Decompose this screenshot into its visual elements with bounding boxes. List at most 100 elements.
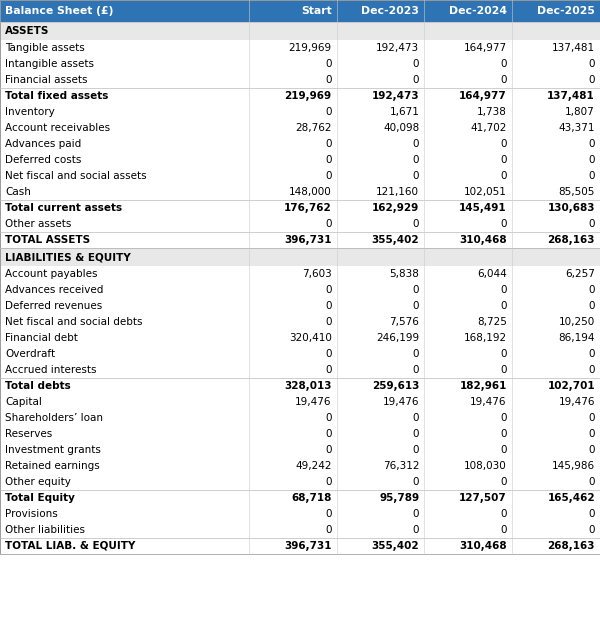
Text: 164,977: 164,977 <box>464 43 507 53</box>
Text: 0: 0 <box>325 525 332 535</box>
Text: 219,969: 219,969 <box>289 43 332 53</box>
Text: 0: 0 <box>589 155 595 165</box>
Text: 102,051: 102,051 <box>464 187 507 197</box>
Text: Dec-2024: Dec-2024 <box>449 6 507 16</box>
Bar <box>0 136 600 152</box>
Bar <box>0 426 600 442</box>
Text: 0: 0 <box>589 219 595 229</box>
Text: 0: 0 <box>325 139 332 149</box>
Text: Total debts: Total debts <box>5 381 71 391</box>
Bar <box>0 314 600 330</box>
Bar <box>0 506 600 522</box>
Text: 0: 0 <box>500 413 507 423</box>
Bar <box>0 522 600 538</box>
Text: 168,192: 168,192 <box>464 333 507 343</box>
Bar <box>0 120 600 136</box>
Text: 0: 0 <box>325 445 332 455</box>
Bar <box>0 0 600 554</box>
Text: 0: 0 <box>500 445 507 455</box>
Text: LIABILITIES & EQUITY: LIABILITIES & EQUITY <box>5 252 131 262</box>
Text: Intangible assets: Intangible assets <box>5 59 94 69</box>
Text: 19,476: 19,476 <box>383 397 419 407</box>
Text: 0: 0 <box>500 59 507 69</box>
Bar <box>0 474 600 490</box>
Text: 0: 0 <box>500 75 507 85</box>
Bar <box>0 362 600 378</box>
Text: 162,929: 162,929 <box>372 203 419 213</box>
Text: Shareholders’ loan: Shareholders’ loan <box>5 413 103 423</box>
Text: Other equity: Other equity <box>5 477 71 487</box>
Text: 68,718: 68,718 <box>291 493 332 503</box>
Text: 0: 0 <box>413 171 419 181</box>
Text: 0: 0 <box>589 301 595 311</box>
Bar <box>0 266 600 282</box>
Text: Total current assets: Total current assets <box>5 203 122 213</box>
Text: 1,807: 1,807 <box>565 107 595 117</box>
Text: 0: 0 <box>589 285 595 295</box>
Text: 102,701: 102,701 <box>547 381 595 391</box>
Bar <box>0 298 600 314</box>
Text: 182,961: 182,961 <box>460 381 507 391</box>
Text: 192,473: 192,473 <box>376 43 419 53</box>
Text: 0: 0 <box>589 75 595 85</box>
Text: 6,257: 6,257 <box>565 269 595 279</box>
Text: TOTAL LIAB. & EQUITY: TOTAL LIAB. & EQUITY <box>5 541 136 551</box>
Text: 0: 0 <box>589 349 595 359</box>
Text: Start: Start <box>301 6 332 16</box>
Text: Total Equity: Total Equity <box>5 493 75 503</box>
Text: 0: 0 <box>325 155 332 165</box>
Text: 0: 0 <box>413 349 419 359</box>
Text: 145,986: 145,986 <box>552 461 595 471</box>
Text: Financial debt: Financial debt <box>5 333 78 343</box>
Text: 137,481: 137,481 <box>552 43 595 53</box>
Bar <box>0 394 600 410</box>
Text: Cash: Cash <box>5 187 31 197</box>
Text: 0: 0 <box>589 139 595 149</box>
Text: 7,576: 7,576 <box>389 317 419 327</box>
Text: 5,838: 5,838 <box>389 269 419 279</box>
Text: 0: 0 <box>325 413 332 423</box>
Text: 0: 0 <box>413 413 419 423</box>
Text: Account receivables: Account receivables <box>5 123 110 133</box>
Text: Net fiscal and social assets: Net fiscal and social assets <box>5 171 146 181</box>
Text: 85,505: 85,505 <box>559 187 595 197</box>
Bar <box>0 200 600 216</box>
Text: 0: 0 <box>325 365 332 375</box>
Bar <box>0 346 600 362</box>
Bar <box>0 490 600 506</box>
Bar <box>0 22 600 40</box>
Text: 396,731: 396,731 <box>284 235 332 245</box>
Text: 10,250: 10,250 <box>559 317 595 327</box>
Text: 121,160: 121,160 <box>376 187 419 197</box>
Text: TOTAL ASSETS: TOTAL ASSETS <box>5 235 90 245</box>
Text: 49,242: 49,242 <box>295 461 332 471</box>
Bar <box>0 168 600 184</box>
Text: 310,468: 310,468 <box>459 541 507 551</box>
Text: 0: 0 <box>500 171 507 181</box>
Text: 1,671: 1,671 <box>389 107 419 117</box>
Text: 246,199: 246,199 <box>376 333 419 343</box>
Text: 355,402: 355,402 <box>371 541 419 551</box>
Text: 28,762: 28,762 <box>295 123 332 133</box>
Text: 148,000: 148,000 <box>289 187 332 197</box>
Text: Retained earnings: Retained earnings <box>5 461 100 471</box>
Bar <box>0 442 600 458</box>
Bar <box>0 40 600 56</box>
Text: 0: 0 <box>500 349 507 359</box>
Text: 0: 0 <box>500 509 507 519</box>
Text: 0: 0 <box>413 139 419 149</box>
Text: 0: 0 <box>589 445 595 455</box>
Text: 219,969: 219,969 <box>284 91 332 101</box>
Bar <box>0 330 600 346</box>
Text: 0: 0 <box>325 301 332 311</box>
Text: 0: 0 <box>325 429 332 439</box>
Text: 0: 0 <box>413 75 419 85</box>
Text: 19,476: 19,476 <box>470 397 507 407</box>
Text: 165,462: 165,462 <box>547 493 595 503</box>
Text: 19,476: 19,476 <box>559 397 595 407</box>
Text: Provisions: Provisions <box>5 509 58 519</box>
Text: Deferred costs: Deferred costs <box>5 155 82 165</box>
Text: 40,098: 40,098 <box>383 123 419 133</box>
Text: 0: 0 <box>500 155 507 165</box>
Text: 0: 0 <box>589 525 595 535</box>
